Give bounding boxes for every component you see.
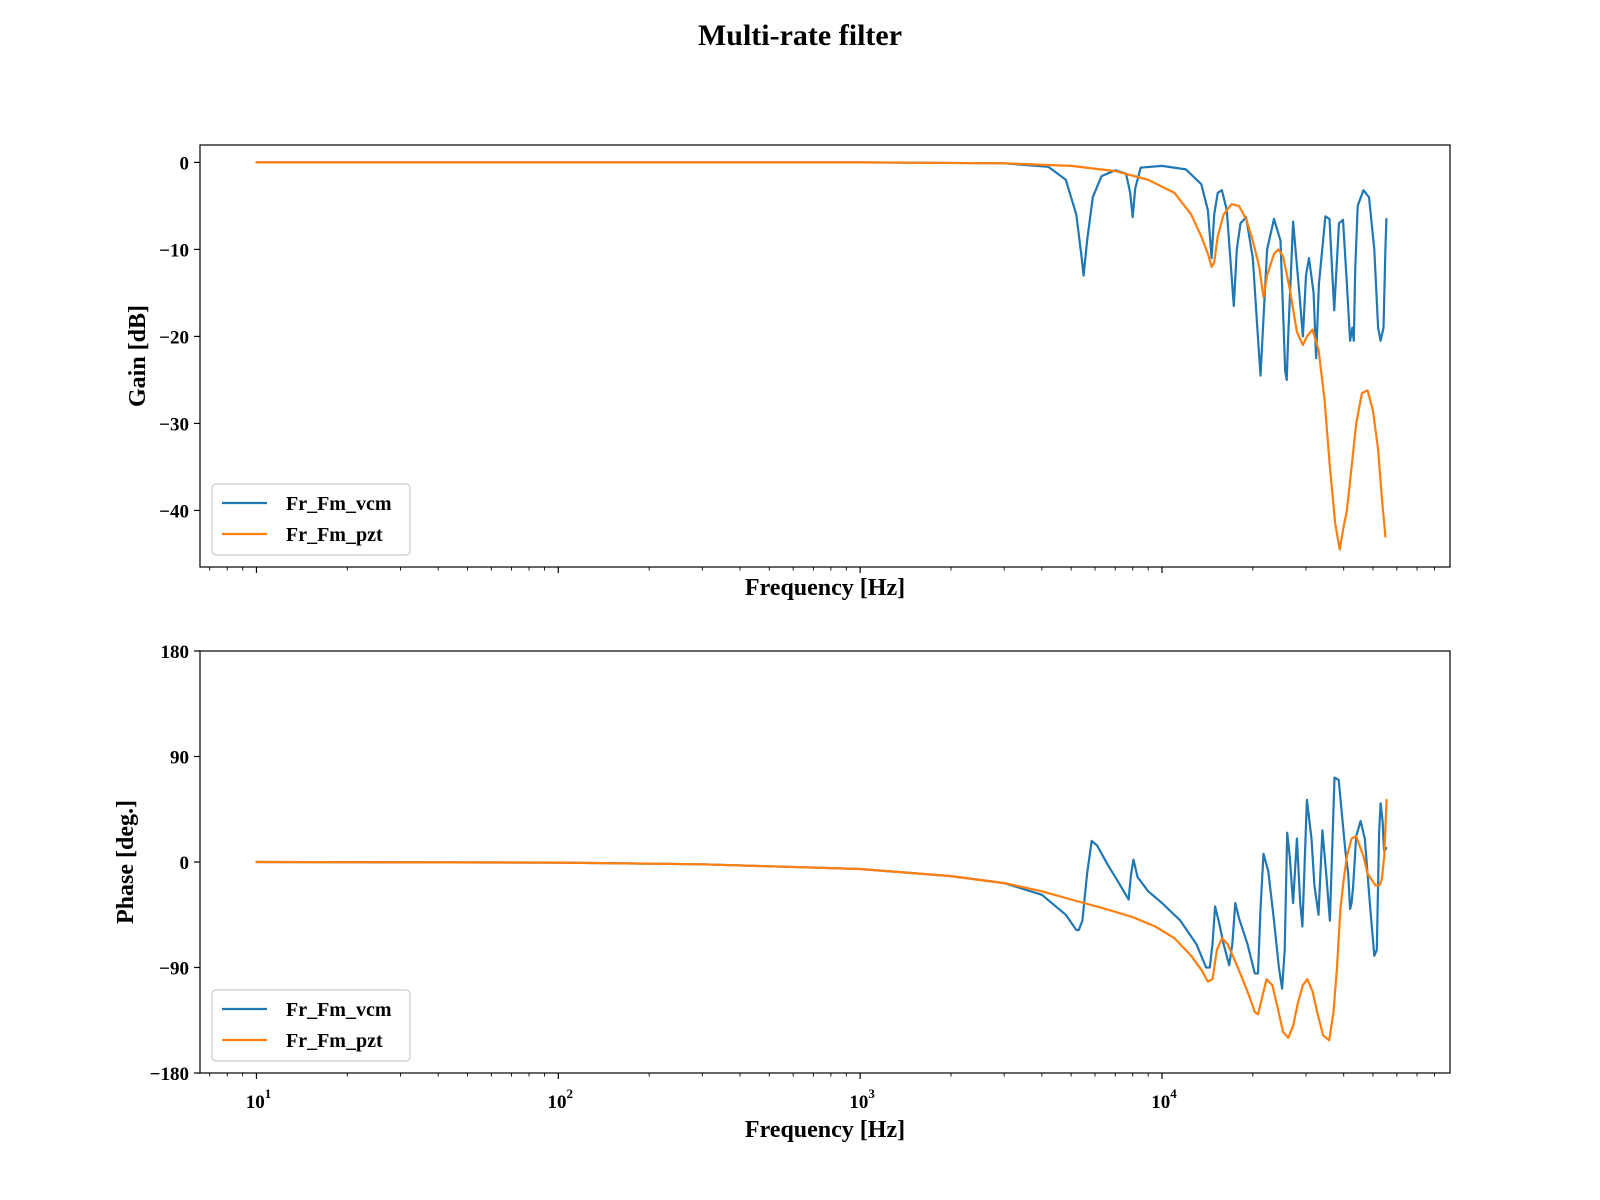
y-tick-label: 180 [161,642,190,663]
y-tick-label: −10 [159,240,189,261]
y-tick-label: 0 [180,853,190,874]
figure-title: Multi-rate filter [698,19,902,52]
series-line-Fr_Fm_pzt [255,161,1387,551]
legend-label: Fr_Fm_vcm [286,493,392,515]
x-tick-label: 104 [1151,1086,1177,1113]
y-tick-label: −20 [159,327,189,348]
gain-axes: 0 −10 −20 −30 −40 Gain [dB] Frequency [Hz] F… [125,144,1451,601]
phase-axes: 180 90 0 −90 −180 101 102 103 104 Phase [deg.] F… [113,642,1451,1143]
gain-ylabel: Gain [dB] [125,305,151,407]
y-tick-label: 0 [180,153,190,174]
y-tick-label: −40 [159,501,189,522]
legend-label: Fr_Fm_pzt [286,524,383,546]
x-tick-label: 101 [246,1086,272,1113]
phase-xlabel: Frequency [Hz] [745,1117,905,1143]
phase-axes-frame [199,650,1451,1074]
series-line-Fr_Fm_vcm [255,776,1388,990]
gain-xlabel: Frequency [Hz] [745,575,905,601]
y-tick-label: 90 [170,748,189,769]
gain-axes-frame [199,144,1451,568]
y-tick-label: −30 [159,414,189,435]
y-tick-label: −180 [150,1064,189,1085]
phase-ylabel: Phase [deg.] [113,800,139,924]
x-tick-label: 102 [548,1086,574,1113]
x-tick-label: 103 [849,1086,875,1113]
y-tick-label: −90 [159,959,189,980]
gain-legend: Fr_Fm_vcm Fr_Fm_pzt [211,483,411,556]
series-line-Fr_Fm_vcm [255,161,1388,381]
legend-label: Fr_Fm_pzt [286,1030,383,1052]
series-line-Fr_Fm_pzt [255,798,1388,1042]
gain-ticks: 0 −10 −20 −30 −40 [159,153,1436,573]
phase-plot-area [255,776,1388,1042]
legend-box [211,989,411,1062]
legend-label: Fr_Fm_vcm [286,999,392,1021]
gain-plot-area [255,161,1388,551]
legend-box [211,483,411,556]
phase-legend: Fr_Fm_vcm Fr_Fm_pzt [211,989,411,1062]
